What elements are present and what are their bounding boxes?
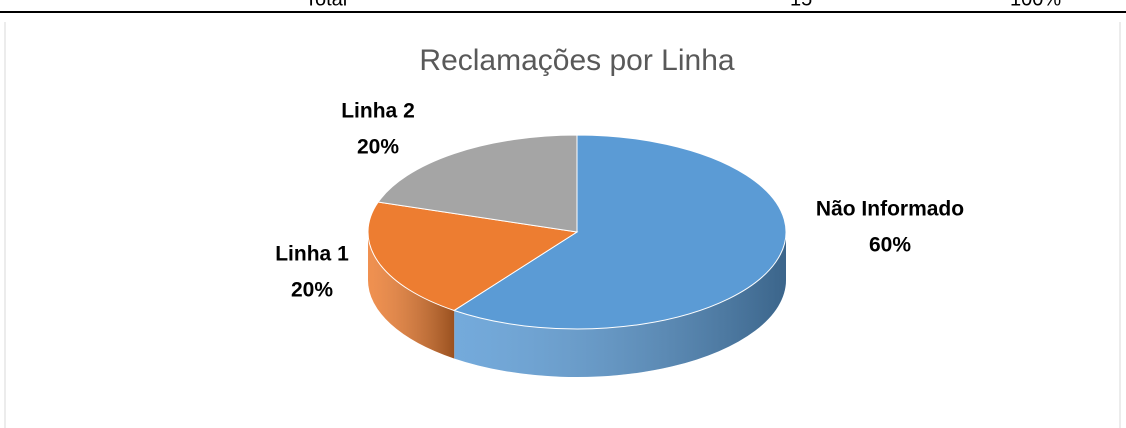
slice <box>367 201 579 312</box>
slice-side-shade <box>368 232 455 359</box>
chart-frame <box>4 22 1121 428</box>
data-label-value: 20% <box>357 136 399 159</box>
slice-side-shade <box>454 232 786 377</box>
data-label-name: Não Informado <box>816 198 964 221</box>
data-label-name: Linha 1 <box>275 243 349 266</box>
pie-tops <box>367 134 787 330</box>
table-cell: Total <box>305 0 347 10</box>
table-cell: 15 <box>790 0 812 10</box>
chart-title: Reclamações por Linha <box>419 44 734 77</box>
slice <box>453 134 787 330</box>
data-label-value: 20% <box>291 279 333 302</box>
slice <box>377 134 578 233</box>
pie <box>367 134 787 377</box>
data-label-name: Linha 2 <box>341 100 415 123</box>
pie-sides <box>368 232 786 377</box>
data-label-value: 60% <box>869 234 911 257</box>
table-cell: 100% <box>1010 0 1061 10</box>
